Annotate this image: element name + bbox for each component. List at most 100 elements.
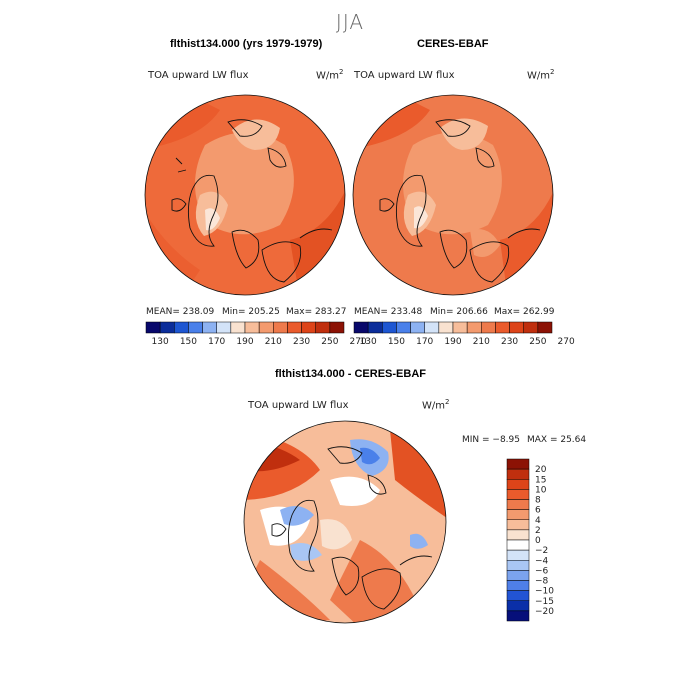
colorbar-swatch <box>506 610 530 622</box>
colorbar-tick-label: 150 <box>180 337 197 347</box>
colorbar-swatch <box>273 321 288 334</box>
colorbar-swatch <box>506 529 530 541</box>
colorbar-swatch <box>495 321 510 334</box>
colorbar-swatch <box>315 321 331 334</box>
colorbar-tick-label: 190 <box>444 337 461 347</box>
colorbar-swatch <box>466 321 482 334</box>
colorbar-tick-label: 15 <box>535 475 546 485</box>
colorbar-tick-label: 210 <box>265 337 282 347</box>
panel-1-title: flthist134.000 (yrs 1979-1979) <box>170 38 323 50</box>
colorbar-swatch <box>174 321 189 334</box>
map-2 <box>352 94 554 296</box>
panel-3-units: W/m2 <box>422 398 450 412</box>
panel-2-title: CERES-EBAF <box>417 38 489 50</box>
panel-3-min: MIN = −8.95 <box>462 435 520 445</box>
colorbar-swatch <box>506 479 530 490</box>
panel-2-variable: TOA upward LW flux <box>354 70 455 81</box>
colorbar-swatch <box>382 321 397 334</box>
colorbar-swatch <box>506 590 530 601</box>
page-title: JJA <box>335 10 365 34</box>
colorbar-swatch <box>230 321 246 334</box>
colorbar-swatch <box>509 321 524 334</box>
colorbar-2: 130 150 170 190 210 230 250 270 <box>353 321 575 347</box>
colorbar-tick-label: −10 <box>535 587 554 597</box>
colorbar-swatch <box>410 321 425 334</box>
colorbar-tick-label: 230 <box>293 337 310 347</box>
colorbar-tick-label: 6 <box>535 506 541 516</box>
colorbar-tick-label: 130 <box>152 337 169 347</box>
panel-3-title: flthist134.000 - CERES-EBAF <box>275 368 426 380</box>
map-3 <box>243 420 447 624</box>
colorbar-swatch <box>188 321 203 334</box>
colorbar-swatch <box>329 321 345 334</box>
colorbar-tick-label: −2 <box>535 546 548 556</box>
colorbar-swatch <box>506 580 530 591</box>
colorbar-tick-label: 170 <box>416 337 433 347</box>
colorbar-swatch <box>506 570 530 581</box>
colorbar-swatch <box>506 539 530 551</box>
colorbar-swatch <box>506 549 530 561</box>
map-1 <box>144 94 346 296</box>
colorbar-swatch <box>506 600 530 612</box>
colorbar-tick-label: 4 <box>535 516 541 526</box>
colorbar-tick-label: 8 <box>535 496 541 506</box>
colorbar-swatch <box>202 321 217 334</box>
colorbar-tick-label: 250 <box>321 337 338 347</box>
colorbar-swatch <box>216 321 232 334</box>
colorbar-swatch <box>506 519 530 531</box>
panel-1-min: Min= 205.25 <box>222 307 280 317</box>
colorbar-tick-label: −8 <box>535 577 549 587</box>
colorbar-swatch <box>506 560 530 571</box>
colorbar-swatch <box>367 321 383 334</box>
colorbar-swatch <box>244 321 260 334</box>
colorbar-tick-label: 190 <box>236 337 253 347</box>
colorbar-swatch <box>506 468 530 480</box>
colorbar-swatch <box>537 321 553 334</box>
colorbar-swatch <box>301 321 316 334</box>
colorbar-swatch <box>159 321 175 334</box>
colorbar-tick-label: 270 <box>558 337 575 347</box>
panel-2-min: Min= 206.66 <box>430 307 488 317</box>
colorbar-tick-label: 270 <box>350 337 367 347</box>
colorbar-swatch <box>258 321 274 334</box>
panel-1-mean: MEAN= 238.09 <box>146 307 215 317</box>
colorbar-tick-label: −6 <box>535 566 549 576</box>
colorbar-swatch <box>452 321 468 334</box>
colorbar-tick-label: 130 <box>360 337 377 347</box>
colorbar-swatch <box>287 321 302 334</box>
panel-2-mean: MEAN= 233.48 <box>354 307 423 317</box>
colorbar-swatch <box>438 321 454 334</box>
colorbar-swatch <box>506 489 530 500</box>
colorbar-tick-label: −15 <box>535 597 554 607</box>
colorbar-swatch <box>145 321 161 334</box>
colorbar-tick-label: 230 <box>501 337 518 347</box>
colorbar-swatch <box>506 458 530 470</box>
colorbar-tick-label: 10 <box>535 485 547 495</box>
colorbar-tick-label: 170 <box>208 337 225 347</box>
colorbar-swatch <box>506 509 530 520</box>
colorbar-swatch <box>424 321 440 334</box>
colorbar-tick-label: 20 <box>535 465 547 475</box>
panel-1-variable: TOA upward LW flux <box>148 70 249 81</box>
colorbar-tick-label: 0 <box>535 536 541 546</box>
panel-3-max: MAX = 25.64 <box>527 435 587 445</box>
colorbar-swatch <box>506 499 530 510</box>
panel-1-max: Max= 283.27 <box>286 307 347 317</box>
colorbar-swatch <box>523 321 539 334</box>
panel-1-units: W/m2 <box>316 68 344 82</box>
panel-2-max: Max= 262.99 <box>494 307 555 317</box>
colorbar-tick-label: 250 <box>529 337 546 347</box>
colorbar-1: 130 150 170 190 210 230 250 270 <box>145 321 367 347</box>
colorbar-tick-label: 150 <box>388 337 405 347</box>
panel-3-variable: TOA upward LW flux <box>248 400 349 411</box>
colorbar-tick-label: 210 <box>473 337 490 347</box>
colorbar-swatch <box>353 321 369 334</box>
colorbar-swatch <box>396 321 411 334</box>
colorbar-swatch <box>481 321 496 334</box>
colorbar-tick-label: −4 <box>535 556 549 566</box>
colorbar-tick-label: 2 <box>535 526 541 536</box>
panel-2-units: W/m2 <box>527 68 555 82</box>
colorbar-tick-label: −20 <box>535 607 554 617</box>
